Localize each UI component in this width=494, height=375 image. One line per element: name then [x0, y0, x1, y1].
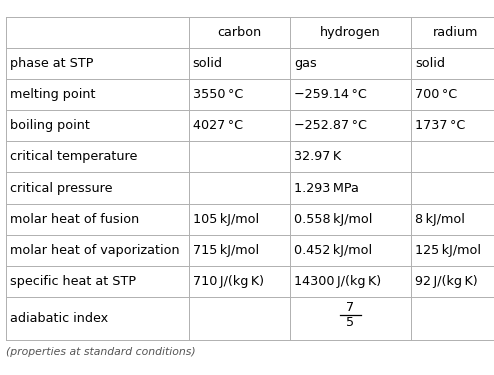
- Text: 0.558 kJ/mol: 0.558 kJ/mol: [294, 213, 372, 226]
- Text: 710 J/(kg K): 710 J/(kg K): [193, 275, 264, 288]
- Text: 105 kJ/mol: 105 kJ/mol: [193, 213, 259, 226]
- Text: 14300 J/(kg K): 14300 J/(kg K): [294, 275, 381, 288]
- Text: radium: radium: [433, 26, 478, 39]
- Text: 3550 °C: 3550 °C: [193, 88, 243, 101]
- Text: melting point: melting point: [10, 88, 95, 101]
- Text: 7: 7: [346, 301, 355, 313]
- Text: boiling point: boiling point: [10, 119, 90, 132]
- Text: critical pressure: critical pressure: [10, 182, 112, 195]
- Text: solid: solid: [415, 57, 445, 70]
- Text: 92 J/(kg K): 92 J/(kg K): [415, 275, 478, 288]
- Text: 1.293 MPa: 1.293 MPa: [294, 182, 359, 195]
- Text: 715 kJ/mol: 715 kJ/mol: [193, 244, 259, 257]
- Text: hydrogen: hydrogen: [320, 26, 381, 39]
- Text: (properties at standard conditions): (properties at standard conditions): [6, 347, 196, 357]
- Text: molar heat of vaporization: molar heat of vaporization: [10, 244, 179, 257]
- Text: gas: gas: [294, 57, 317, 70]
- Text: molar heat of fusion: molar heat of fusion: [10, 213, 139, 226]
- Text: 4027 °C: 4027 °C: [193, 119, 243, 132]
- Text: 32.97 K: 32.97 K: [294, 150, 341, 164]
- Text: 0.452 kJ/mol: 0.452 kJ/mol: [294, 244, 372, 257]
- Text: 700 °C: 700 °C: [415, 88, 457, 101]
- Text: critical temperature: critical temperature: [10, 150, 137, 164]
- Text: solid: solid: [193, 57, 223, 70]
- Text: specific heat at STP: specific heat at STP: [10, 275, 136, 288]
- Text: 125 kJ/mol: 125 kJ/mol: [415, 244, 481, 257]
- Text: adiabatic index: adiabatic index: [10, 312, 108, 325]
- Text: phase at STP: phase at STP: [10, 57, 93, 70]
- Text: −252.87 °C: −252.87 °C: [294, 119, 367, 132]
- Text: 5: 5: [346, 316, 355, 329]
- Text: −259.14 °C: −259.14 °C: [294, 88, 367, 101]
- Text: 1737 °C: 1737 °C: [415, 119, 465, 132]
- Text: carbon: carbon: [217, 26, 261, 39]
- Text: 8 kJ/mol: 8 kJ/mol: [415, 213, 465, 226]
